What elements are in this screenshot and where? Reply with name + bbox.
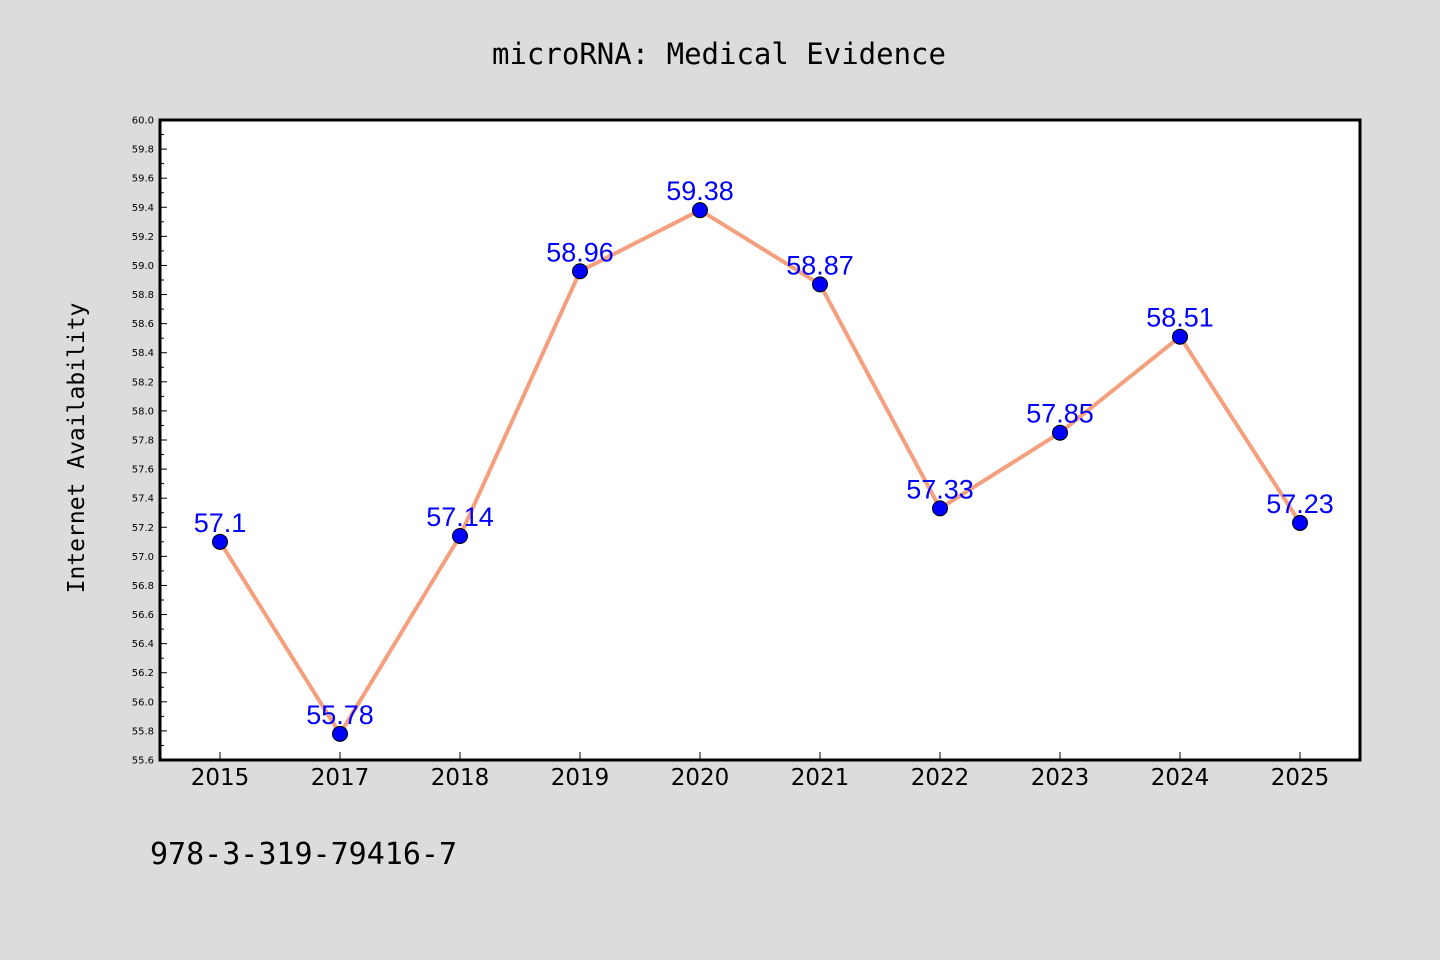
data-label: 57.33 — [906, 474, 974, 504]
y-tick-label: 58.0 — [132, 406, 154, 417]
data-point — [1292, 514, 1308, 531]
data-point — [932, 500, 948, 517]
x-tick-label: 2020 — [671, 765, 730, 791]
plot-area — [160, 120, 1360, 760]
y-tick-label: 58.6 — [132, 319, 154, 330]
series-line — [218, 208, 1302, 736]
y-tick-label: 56.0 — [132, 697, 154, 708]
data-point — [332, 725, 348, 742]
y-tick-label: 56.8 — [132, 581, 154, 592]
y-tick-label: 57.8 — [132, 436, 154, 447]
y-tick-label: 59.2 — [132, 232, 154, 243]
y-tick-label: 58.2 — [132, 377, 154, 388]
y-tick-label: 58.4 — [132, 348, 154, 359]
chart-title: microRNA: Medical Evidence — [492, 37, 946, 71]
data-label: 58.51 — [1146, 303, 1214, 333]
y-tick-label: 57.2 — [132, 523, 154, 534]
y-tick-label: 57.4 — [132, 494, 154, 505]
data-point — [452, 528, 468, 544]
data-label: 58.87 — [786, 250, 854, 280]
data-point — [1172, 328, 1188, 345]
y-tick-label: 59.8 — [132, 145, 154, 156]
data-label: 57.14 — [426, 502, 494, 532]
data-label: 57.23 — [1266, 489, 1334, 519]
footer-isbn: 978-3-319-79416-7 — [150, 837, 457, 872]
y-tick-label: 56.6 — [132, 610, 154, 621]
x-tick-label: 2015 — [191, 765, 250, 791]
y-tick-label: 55.6 — [132, 756, 154, 767]
y-tick-label: 59.0 — [132, 261, 154, 272]
data-label: 57.85 — [1026, 399, 1094, 429]
data-label: 58.96 — [546, 237, 614, 267]
y-axis-ticks: 55.6 55.8 56.0 56.2 56.4 56.6 56.8 57.0 57.2 57.4… — [132, 116, 167, 767]
x-tick-label: 2017 — [311, 765, 370, 791]
y-tick-label: 55.8 — [132, 726, 154, 737]
y-tick-label: 57.6 — [132, 465, 154, 476]
data-point — [1052, 424, 1068, 441]
y-tick-label: 59.4 — [132, 203, 154, 214]
y-tick-label: 56.4 — [132, 639, 154, 650]
series-line-group — [218, 208, 1302, 736]
data-label: 55.78 — [306, 700, 374, 730]
x-axis-ticks: 2015 2017 2018 2019 2020 2021 2022 2023 2024 2025 — [191, 752, 1330, 791]
x-tick-label: 2021 — [791, 765, 850, 791]
y-axis-label: Internet Availability — [64, 303, 90, 594]
x-tick-label: 2019 — [551, 765, 610, 791]
y-tick-label: 56.2 — [132, 668, 154, 679]
data-point — [212, 533, 228, 550]
y-tick-label: 59.6 — [132, 174, 154, 185]
x-tick-label: 2022 — [911, 765, 970, 791]
x-tick-label: 2025 — [1271, 765, 1330, 791]
y-tick-label: 58.8 — [132, 290, 154, 301]
data-point — [692, 202, 708, 219]
data-points — [212, 202, 1308, 742]
data-label: 57.1 — [194, 508, 247, 538]
y-tick-label: 57.0 — [132, 552, 154, 563]
data-labels: 57.1 55.78 57.14 58.96 59.38 58.87 57.33 57.85 5… — [194, 176, 1334, 730]
data-label: 59.38 — [666, 176, 734, 206]
data-point — [572, 263, 588, 280]
x-tick-label: 2024 — [1151, 765, 1210, 791]
x-tick-label: 2023 — [1031, 765, 1090, 791]
x-tick-label: 2018 — [431, 765, 490, 791]
plot-frame — [158, 118, 1362, 762]
y-tick-label: 60.0 — [132, 116, 154, 127]
data-point — [812, 276, 828, 293]
